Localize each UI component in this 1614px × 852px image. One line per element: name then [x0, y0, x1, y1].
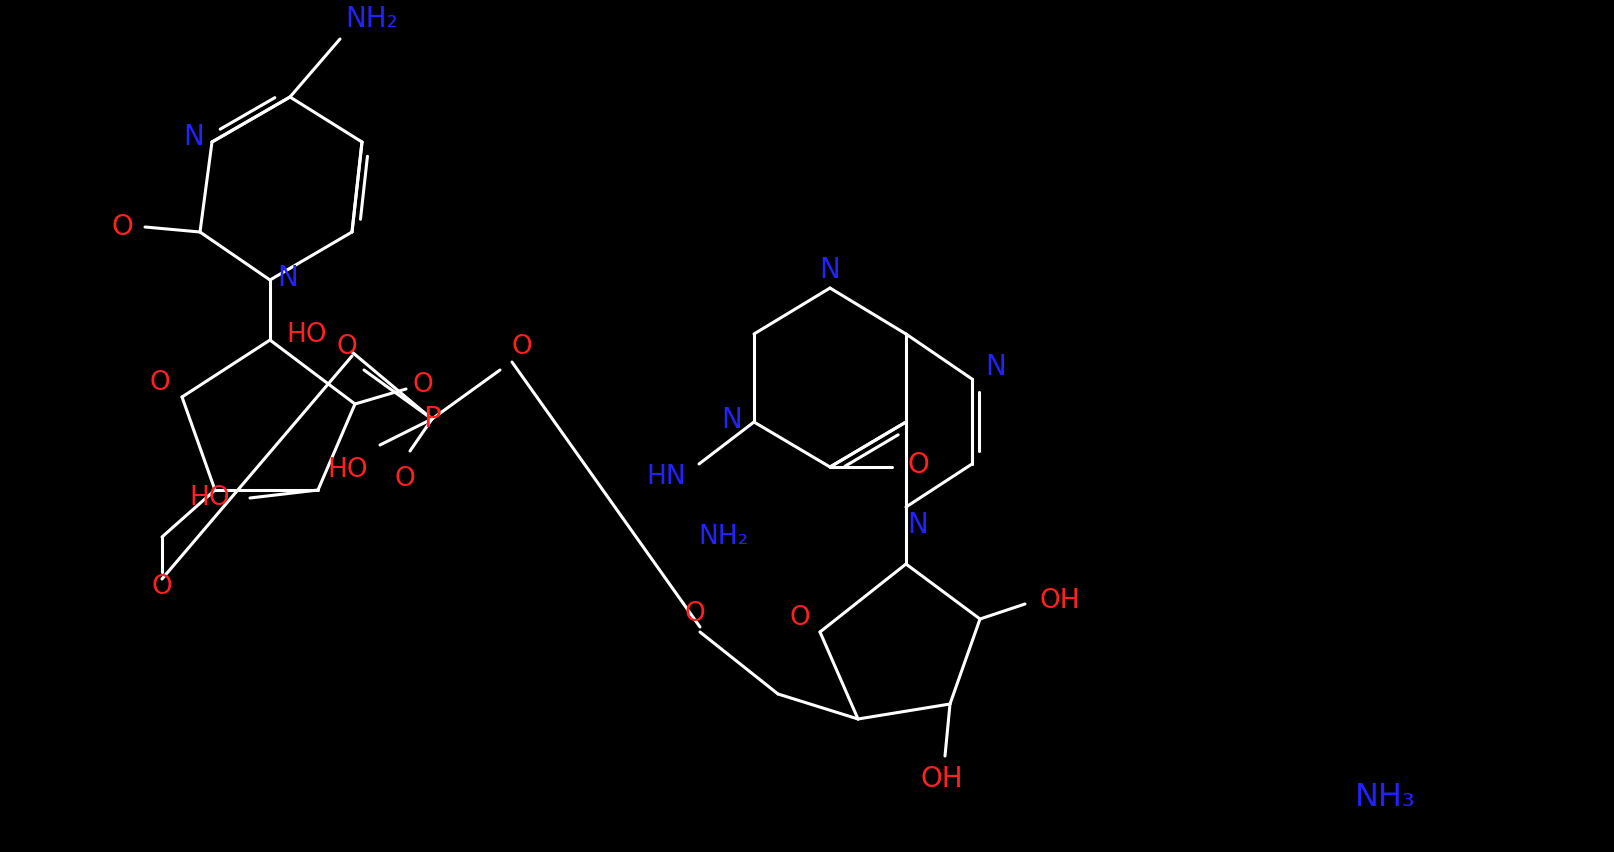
Text: HO: HO [328, 457, 368, 483]
Text: N: N [820, 256, 841, 284]
Text: N: N [986, 353, 1007, 381]
Text: N: N [184, 123, 205, 151]
Text: O: O [395, 466, 415, 492]
Text: OH: OH [920, 765, 964, 793]
Text: HO: HO [190, 485, 231, 511]
Text: N: N [721, 406, 742, 434]
Text: HO: HO [287, 322, 328, 348]
Text: O: O [337, 334, 357, 360]
Text: O: O [413, 372, 434, 398]
Text: O: O [789, 605, 810, 631]
Text: N: N [278, 264, 299, 292]
Text: NH₃: NH₃ [1354, 781, 1415, 813]
Text: O: O [907, 451, 930, 479]
Text: P: P [423, 405, 441, 433]
Text: O: O [111, 213, 132, 241]
Text: NH₂: NH₂ [345, 5, 399, 33]
Text: O: O [150, 370, 171, 396]
Text: O: O [512, 334, 533, 360]
Text: NH₂: NH₂ [699, 524, 749, 550]
Text: OH: OH [1039, 588, 1080, 614]
Text: HN: HN [646, 464, 686, 490]
Text: O: O [684, 601, 705, 627]
Text: N: N [907, 511, 928, 539]
Text: O: O [152, 574, 173, 600]
